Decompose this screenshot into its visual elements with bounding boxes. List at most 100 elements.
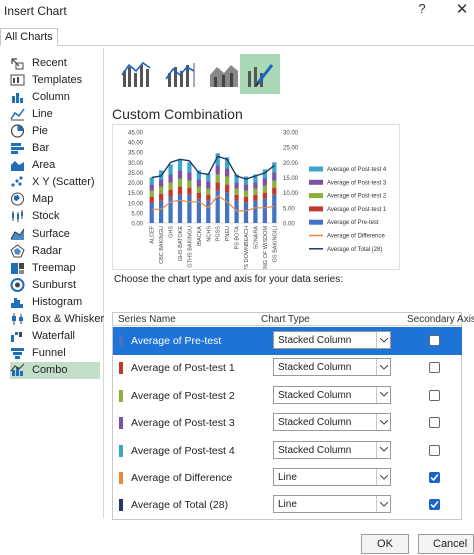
legend-label: Average of Difference bbox=[327, 234, 385, 240]
y-tick-label: 20.00 bbox=[128, 181, 144, 187]
bar-segment bbox=[187, 187, 192, 195]
cancel-button[interactable]: Cancel bbox=[418, 534, 474, 554]
chart-type-label: Sunburst bbox=[32, 278, 77, 291]
chart-preview: 0.00 5.00 10.00 15.00 20.00 25.00 30.00 35.00 40… bbox=[112, 124, 400, 282]
series-row[interactable]: Average of Post-test 2 Stacked Column bbox=[113, 382, 462, 410]
bar-segment bbox=[187, 180, 192, 188]
secondary-axis-checkbox[interactable] bbox=[429, 335, 440, 346]
custom-combination-thumbnail[interactable] bbox=[240, 54, 280, 94]
chart-type-treemap[interactable]: Treemap bbox=[10, 259, 100, 276]
x-category-label: GTHS BAKINGU bbox=[187, 226, 193, 268]
chevron-down-icon bbox=[376, 386, 390, 403]
chart-type-sunburst[interactable]: Sunburst bbox=[10, 276, 100, 293]
series-row[interactable]: Average of Total (28) Line bbox=[113, 491, 462, 519]
chart-type-templates[interactable]: Templates bbox=[10, 71, 100, 88]
bar-segment bbox=[262, 169, 267, 179]
tab-bar: All Charts bbox=[0, 26, 474, 46]
chart-type-area[interactable]: Area bbox=[10, 157, 100, 174]
y2-tick-label: 10.00 bbox=[283, 191, 299, 197]
secondary-axis-checkbox[interactable] bbox=[429, 472, 440, 483]
series-row[interactable]: Average of Difference Line bbox=[113, 464, 462, 492]
chart-type-value: Line bbox=[278, 499, 297, 511]
series-table-header: Series Name Chart Type Secondary Axis bbox=[112, 312, 474, 326]
bar-segment bbox=[272, 162, 277, 173]
chart-type-label: Funnel bbox=[32, 347, 66, 360]
bar-segment bbox=[262, 185, 267, 193]
chart-type-bar[interactable]: Bar bbox=[10, 140, 100, 157]
bar-segment bbox=[149, 184, 154, 191]
tab-all-charts[interactable]: All Charts bbox=[0, 28, 58, 46]
help-button[interactable]: ? bbox=[418, 1, 426, 16]
ok-button[interactable]: OK bbox=[361, 534, 409, 554]
bar-segment bbox=[215, 165, 220, 175]
chart-type-dropdown[interactable]: Stacked Column bbox=[273, 385, 391, 404]
clustered-column-line-secondary-thumbnail[interactable] bbox=[160, 54, 200, 94]
secondary-axis-checkbox[interactable] bbox=[429, 444, 440, 456]
secondary-axis-checkbox[interactable] bbox=[429, 417, 440, 429]
stacked-area-column-thumbnail[interactable] bbox=[204, 54, 244, 94]
chart-type-combo[interactable]: Combo bbox=[10, 361, 100, 379]
chart-type-dropdown[interactable]: Line bbox=[273, 495, 391, 514]
chart-type-column[interactable]: Column bbox=[10, 88, 100, 105]
chart-type-value: Stacked Column bbox=[278, 417, 352, 429]
chart-type-histogram[interactable]: Histogram bbox=[10, 293, 100, 310]
chart-type-pie[interactable]: Pie bbox=[10, 122, 100, 139]
bar-chart-icon bbox=[10, 141, 25, 155]
secondary-axis-checkbox[interactable] bbox=[429, 499, 440, 511]
chart-type-x-y-scatter[interactable]: X Y (Scatter) bbox=[10, 174, 100, 191]
chart-type-label: Area bbox=[32, 159, 56, 172]
chart-type-dropdown[interactable]: Stacked Column bbox=[273, 331, 391, 349]
series-row[interactable]: Average of Pre-test Stacked Column bbox=[113, 327, 462, 355]
chart-type-dropdown[interactable]: Stacked Column bbox=[273, 413, 391, 432]
bar-segment bbox=[234, 182, 239, 189]
radar-chart-icon bbox=[10, 243, 25, 258]
chart-type-stock[interactable]: Stock bbox=[10, 208, 100, 225]
clustered-column-line-thumbnail[interactable] bbox=[116, 54, 156, 94]
series-row[interactable]: Average of Post-test 1 Stacked Column bbox=[113, 354, 462, 382]
clustered-column-line-icon bbox=[121, 61, 151, 87]
combo-chart: 0.00 5.00 10.00 15.00 20.00 25.00 30.00 35.00 40… bbox=[128, 131, 387, 282]
y-tick-label: 0.00 bbox=[131, 222, 143, 228]
column-header-chart-type: Chart Type bbox=[261, 314, 310, 325]
series-color-swatch bbox=[119, 362, 123, 375]
x-category-label: SONARA bbox=[253, 226, 259, 250]
chart-type-recent[interactable]: Recent bbox=[10, 54, 100, 71]
chart-type-dropdown[interactable]: Stacked Column bbox=[273, 358, 391, 377]
treemap-chart-icon bbox=[10, 261, 25, 275]
chart-type-funnel[interactable]: Funnel bbox=[10, 345, 100, 362]
secondary-axis-checkbox[interactable] bbox=[429, 362, 440, 374]
secondary-axis-checkbox[interactable] bbox=[429, 389, 440, 401]
chart-type-label: Stock bbox=[32, 210, 60, 223]
y-tick-label: 35.00 bbox=[128, 151, 144, 157]
bar-segment bbox=[149, 202, 154, 223]
bar-segment bbox=[225, 184, 230, 193]
bar-segment bbox=[177, 170, 183, 179]
legend-label: Average of Post-test 2 bbox=[327, 194, 387, 200]
chart-type-map[interactable]: Map bbox=[10, 191, 100, 208]
bar-segment bbox=[177, 159, 183, 171]
chart-type-dropdown[interactable]: Stacked Column bbox=[273, 440, 391, 459]
chart-type-radar[interactable]: Radar bbox=[10, 242, 100, 259]
chart-type-surface[interactable]: Surface bbox=[10, 225, 100, 242]
bar-segment bbox=[253, 194, 258, 201]
x-category-label: CBC BAKINGU bbox=[159, 226, 165, 264]
series-name: Average of Post-test 3 bbox=[131, 417, 235, 430]
y-tick-label: 45.00 bbox=[128, 131, 144, 137]
series-name: Average of Post-test 2 bbox=[131, 389, 235, 402]
legend-label: Average of Post-test 1 bbox=[327, 207, 387, 213]
chart-type-dropdown[interactable]: Line bbox=[273, 468, 391, 486]
series-row[interactable]: Average of Post-test 4 Stacked Column bbox=[113, 437, 462, 465]
column-line-secondary-axis-icon bbox=[165, 63, 195, 87]
bar-segment bbox=[187, 194, 192, 223]
chart-type-line[interactable]: Line bbox=[10, 105, 100, 122]
x-category-label: PGSS bbox=[216, 226, 222, 242]
close-button[interactable]: ✕ bbox=[455, 1, 469, 18]
bar-segment bbox=[272, 180, 277, 188]
chart-type-box-whisker[interactable]: Box & Whisker bbox=[10, 311, 104, 328]
bar-segment bbox=[206, 200, 211, 223]
series-color-swatch bbox=[119, 389, 123, 402]
y2-tick-label: 25.00 bbox=[283, 146, 299, 152]
series-instructions: Choose the chart type and axis for your … bbox=[114, 274, 344, 285]
series-row[interactable]: Average of Post-test 3 Stacked Column bbox=[113, 409, 462, 437]
chart-type-waterfall[interactable]: Waterfall bbox=[10, 328, 100, 345]
